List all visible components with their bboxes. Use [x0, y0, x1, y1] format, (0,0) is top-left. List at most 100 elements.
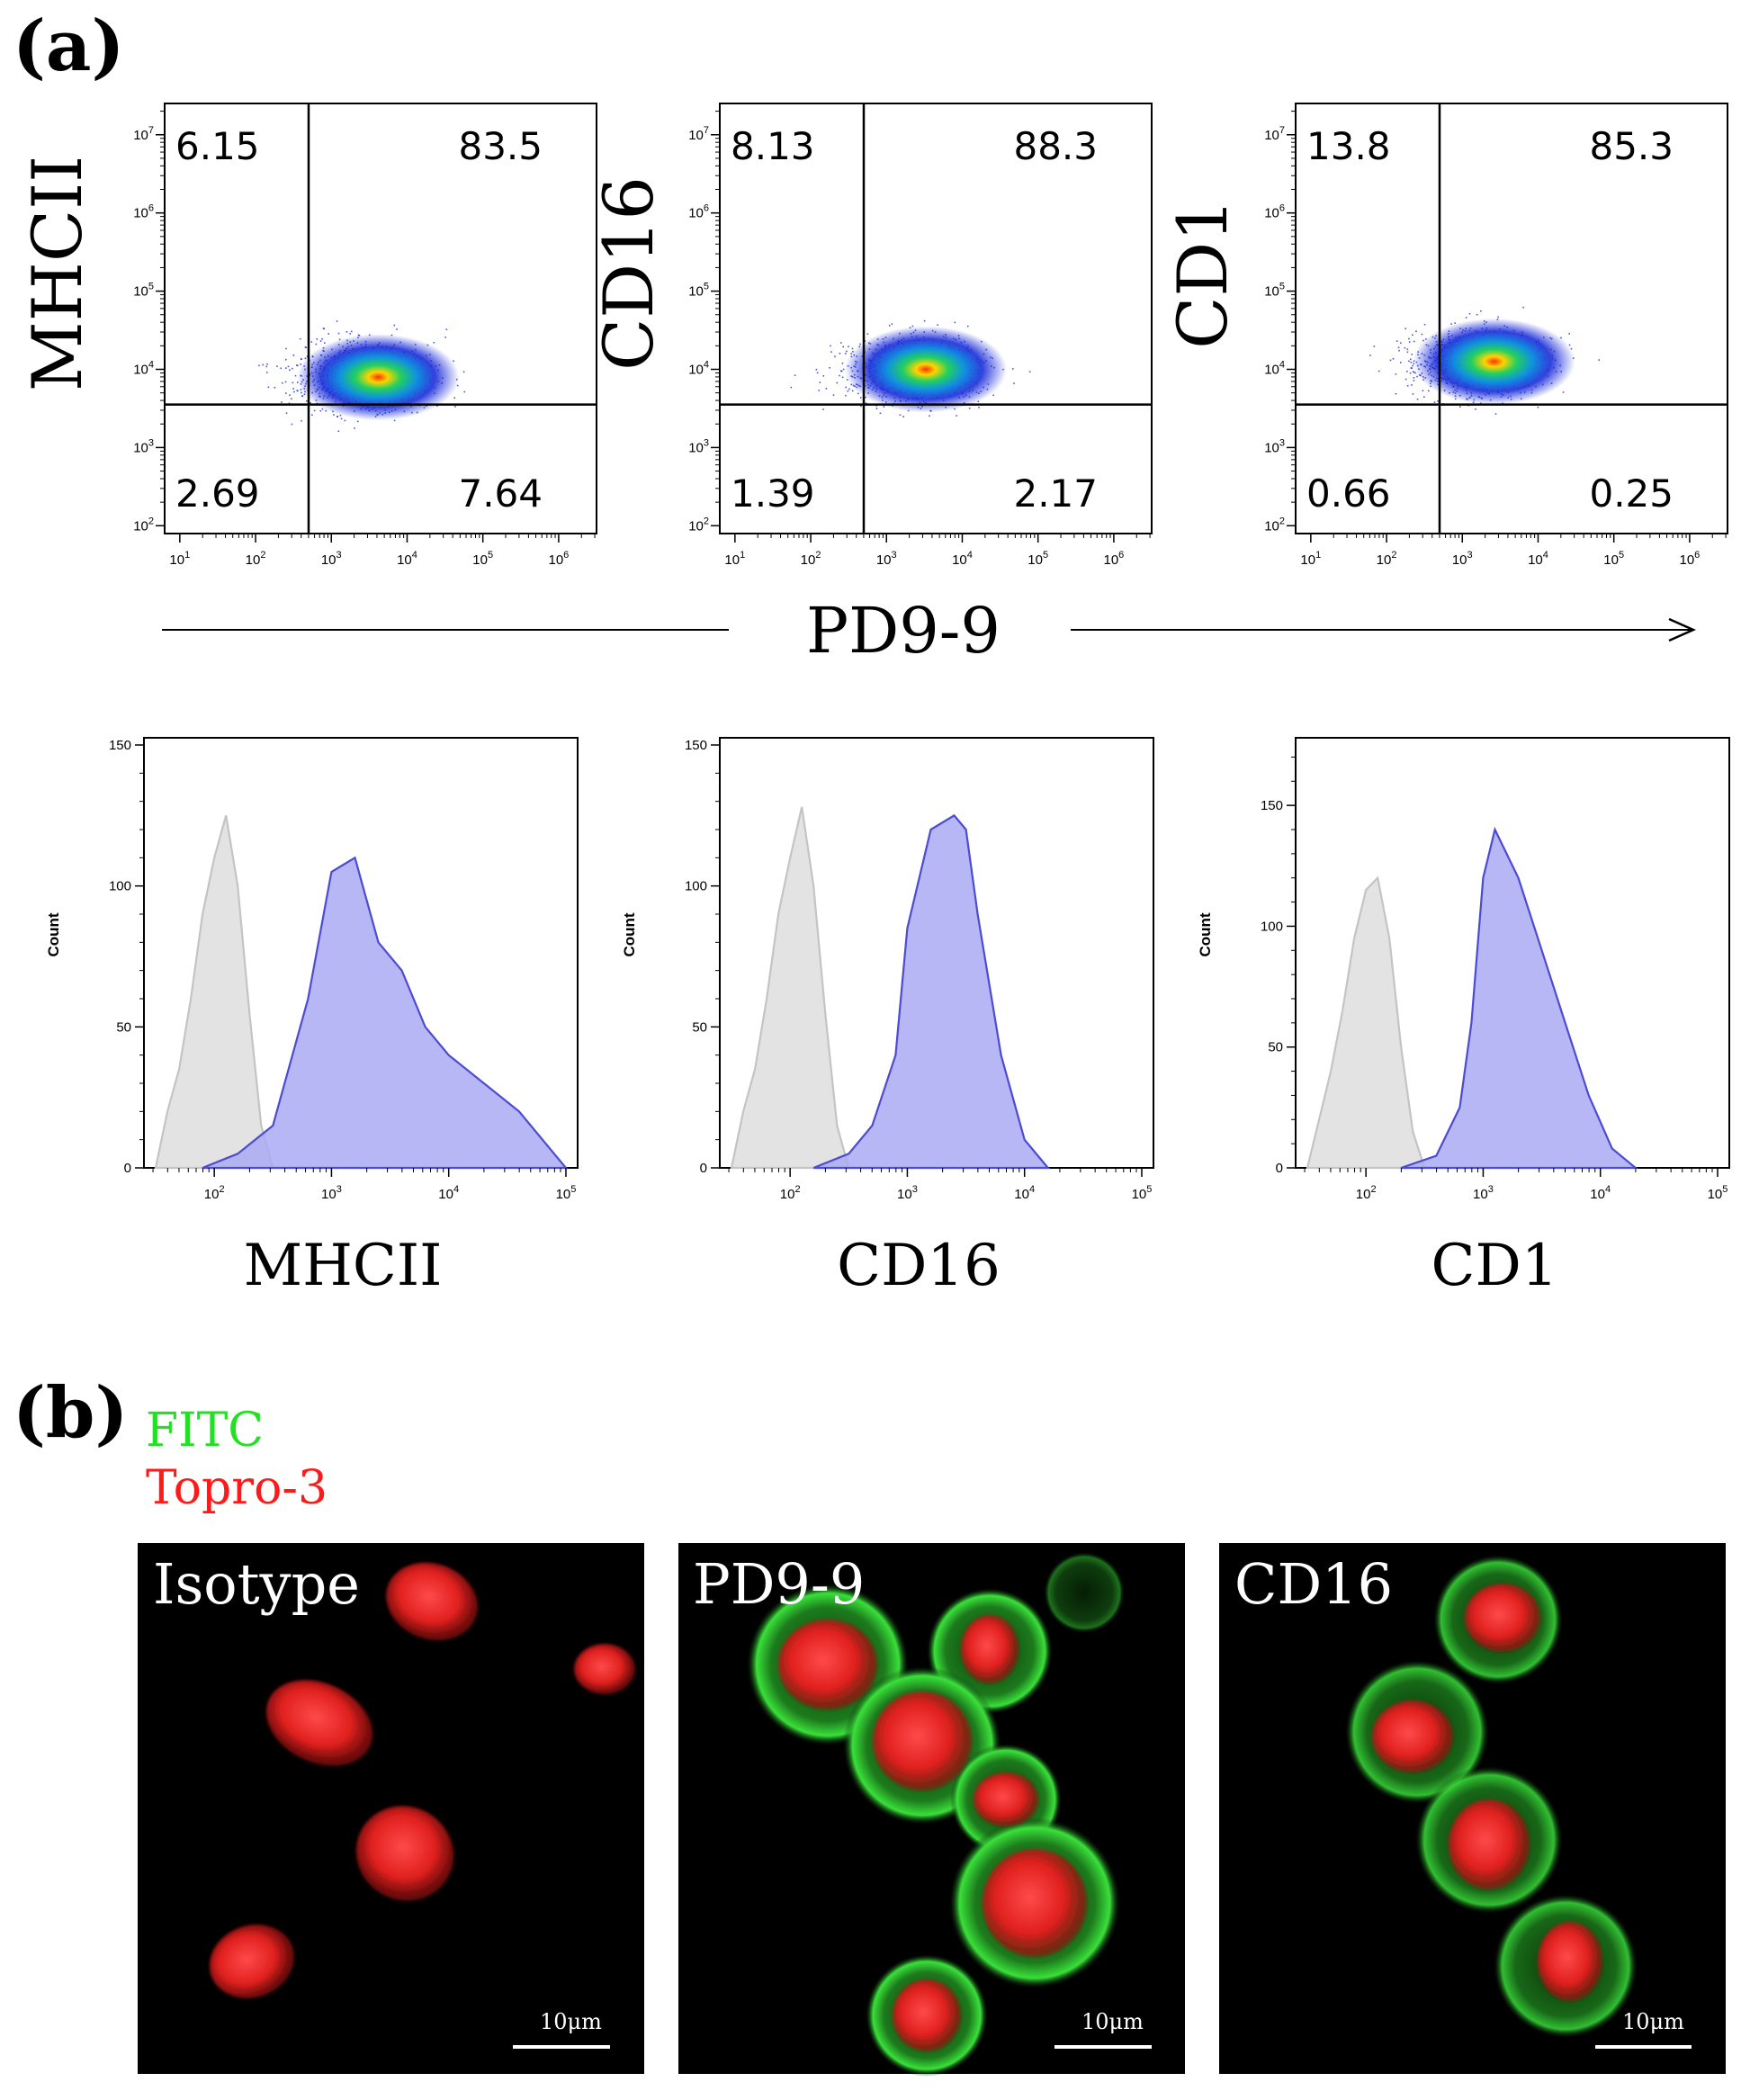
legend-fitc: FITC — [146, 1404, 264, 1458]
histogram-stained-area — [202, 856, 569, 1170]
x-tick-label: 102 — [1356, 1184, 1377, 1202]
quadrant-lower-left: 2.69 — [175, 471, 260, 516]
image-cd16: CD16 10μm — [1219, 1543, 1726, 2074]
y-axis-label: MHCII — [17, 156, 97, 391]
x-tick-label: 105 — [1132, 1184, 1153, 1202]
x-tick-label: 105 — [556, 1184, 577, 1202]
y-tick-label: 0 — [700, 1161, 707, 1176]
density-core — [1413, 318, 1575, 405]
image-isotype: Isotype 10μm — [138, 1543, 644, 2074]
x-tick-label: 102 — [1377, 550, 1397, 568]
y-axis-label: Count — [45, 912, 62, 956]
y-tick-label: 105 — [688, 282, 709, 300]
y-tick-label: 50 — [116, 1019, 131, 1035]
y-tick-label: 107 — [1264, 125, 1285, 143]
pd9-axis-arrow-icon — [1668, 617, 1697, 642]
y-tick-label: 100 — [685, 879, 707, 894]
x-tick-label: 102 — [801, 550, 821, 568]
x-tick-label: 105 — [1603, 550, 1624, 568]
quadrant-lower-right: 2.17 — [1013, 471, 1098, 516]
y-axis-label: CD1 — [1162, 198, 1243, 348]
y-tick-label: 0 — [124, 1161, 131, 1176]
y-tick-label: 102 — [1264, 516, 1285, 534]
density-plots: 6.15 83.5 2.69 7.64 101 102 103 104 105 106 102 103… — [17, 103, 1728, 642]
y-axis-label: Count — [621, 912, 638, 956]
image-pd9-9: PD9-9 10μm — [678, 1543, 1185, 2077]
y-tick-label: 150 — [109, 738, 131, 753]
plot-frame — [164, 103, 597, 534]
quadrant-upper-right: 88.3 — [1013, 124, 1098, 168]
quadrant-upper-left: 13.8 — [1306, 124, 1391, 168]
histogram-cd16: 102 103 104 105 0 50 100 150 Count CD16 — [621, 737, 1154, 1299]
y-tick-label: 104 — [1264, 359, 1285, 377]
y-tick-label: 104 — [688, 359, 709, 377]
x-tick-label: 106 — [548, 550, 569, 568]
y-tick-label: 104 — [133, 359, 154, 377]
x-axis-label: CD16 — [837, 1233, 1001, 1299]
y-tick-label: 0 — [1276, 1161, 1283, 1176]
y-tick-label: 106 — [1264, 203, 1285, 221]
shared-x-axis-label: PD9-9 — [806, 594, 1001, 668]
density-plot-cd16: 8.13 88.3 1.39 2.17 101 102 103 104 105 106 102 103… — [588, 103, 1153, 568]
y-tick-label: 150 — [685, 738, 707, 753]
legend-topro3: Topro-3 — [146, 1461, 328, 1515]
histogram-isotype-area — [1306, 875, 1426, 1170]
y-axis-label: CD16 — [588, 176, 669, 371]
quadrant-upper-left: 6.15 — [175, 124, 260, 168]
image-pd9-9-label: PD9-9 — [693, 1551, 865, 1617]
x-tick-label: 106 — [1103, 550, 1124, 568]
histogram-cd1: 102 103 104 105 0 50 100 150 Count CD1 — [1197, 737, 1730, 1299]
histogram-stained-area — [1400, 826, 1638, 1170]
histogram-stained-area — [812, 813, 1051, 1170]
x-tick-label: 102 — [246, 550, 266, 568]
image-pd9-9-scale-label: 10μm — [1081, 2009, 1144, 2034]
x-tick-label: 104 — [952, 550, 973, 568]
quadrant-lower-left: 1.39 — [731, 471, 815, 516]
panel-b-label: (b) — [13, 1372, 129, 1454]
y-tick-label: 100 — [109, 879, 131, 894]
y-tick-label: 50 — [692, 1019, 707, 1035]
legend-fitc-label: FITC — [146, 1404, 265, 1458]
x-tick-label: 104 — [438, 1184, 459, 1202]
y-tick-label: 106 — [133, 203, 154, 221]
y-tick-label: 106 — [688, 203, 709, 221]
x-tick-label: 102 — [780, 1184, 801, 1202]
x-axis-label: MHCII — [244, 1233, 443, 1299]
y-tick-label: 102 — [133, 516, 154, 534]
quadrant-lower-right: 7.64 — [458, 471, 543, 516]
y-tick-label: 105 — [133, 282, 154, 300]
density-core — [844, 326, 1007, 413]
y-tick-label: 102 — [688, 516, 709, 534]
density-plot-mhcii: 6.15 83.5 2.69 7.64 101 102 103 104 105 106 102 103… — [17, 103, 597, 568]
plot-frame — [1295, 103, 1728, 534]
x-tick-label: 101 — [1300, 550, 1321, 568]
x-tick-label: 101 — [724, 550, 745, 568]
density-plot-cd1: 13.8 85.3 0.66 0.25 101 102 103 104 105 106 102 103… — [1162, 103, 1728, 568]
y-tick-label: 107 — [133, 125, 154, 143]
microscopy-images: Isotype 10μm PD9-9 10μm — [138, 1543, 1726, 2077]
x-tick-label: 105 — [472, 550, 493, 568]
quadrant-upper-left: 8.13 — [731, 124, 815, 168]
x-tick-label: 102 — [204, 1184, 225, 1202]
x-tick-label: 103 — [1473, 1184, 1494, 1202]
x-tick-label: 104 — [1590, 1184, 1611, 1202]
quadrant-upper-right: 85.3 — [1589, 124, 1674, 168]
y-tick-label: 103 — [133, 437, 154, 455]
x-tick-label: 106 — [1679, 550, 1700, 568]
y-tick-label: 150 — [1261, 798, 1283, 813]
y-tick-label: 105 — [1264, 282, 1285, 300]
image-cd16-label: CD16 — [1234, 1551, 1393, 1617]
y-tick-label: 50 — [1268, 1040, 1283, 1055]
quadrant-lower-right: 0.25 — [1589, 471, 1674, 516]
panel-a-label: (a) — [13, 5, 125, 87]
x-tick-label: 103 — [321, 1184, 342, 1202]
image-cd16-scale-label: 10μm — [1622, 2009, 1684, 2034]
x-tick-label: 104 — [1014, 1184, 1035, 1202]
image-isotype-scale-label: 10μm — [540, 2009, 602, 2034]
y-tick-label: 103 — [1264, 437, 1285, 455]
quadrant-lower-left: 0.66 — [1306, 471, 1391, 516]
x-tick-label: 103 — [897, 1184, 918, 1202]
x-tick-label: 104 — [397, 550, 417, 568]
x-tick-label: 105 — [1708, 1184, 1728, 1202]
